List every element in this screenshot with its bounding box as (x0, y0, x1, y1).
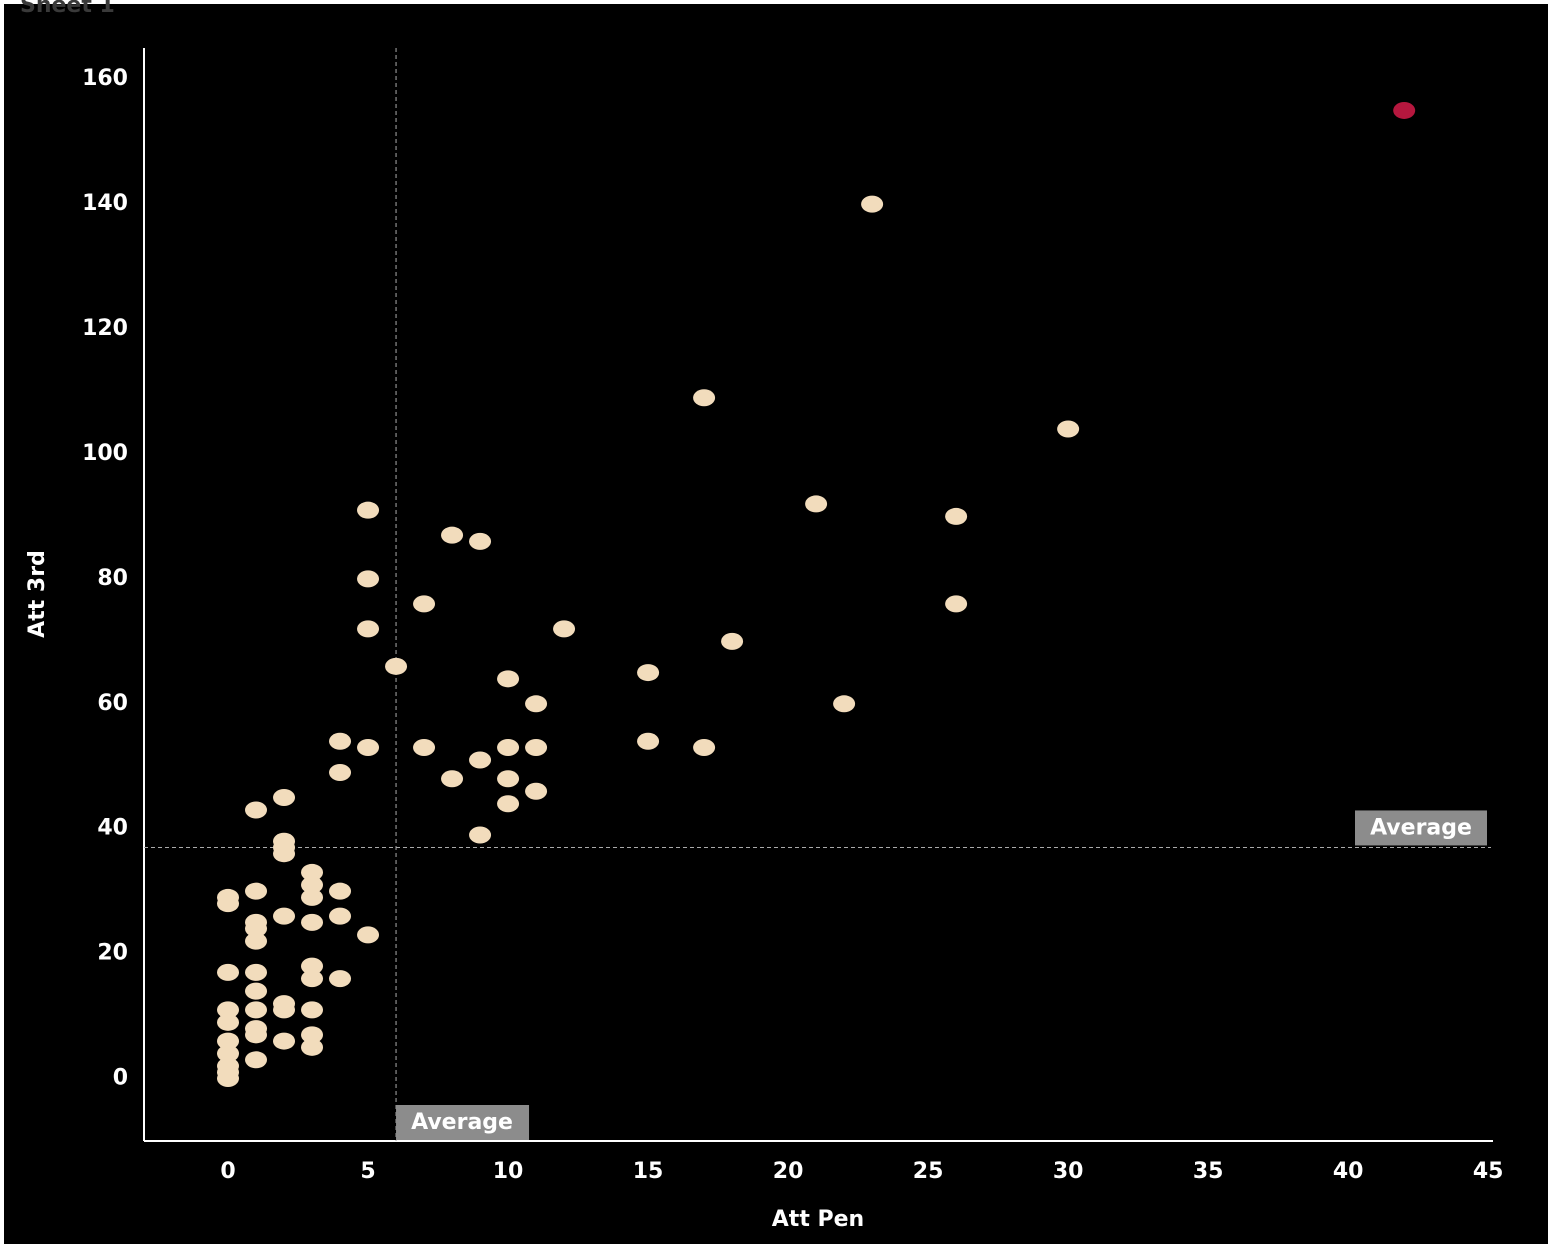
point (301, 1026, 324, 1044)
point (329, 882, 352, 900)
y-tick-label: 60 (97, 691, 128, 716)
point (301, 913, 324, 931)
point (469, 532, 492, 550)
x-tick-label: 40 (1333, 1159, 1364, 1184)
x-tick-label: 5 (360, 1159, 375, 1184)
point (357, 739, 380, 757)
point (693, 389, 716, 407)
point (945, 507, 968, 525)
point (217, 1013, 240, 1031)
x-tick-label: 35 (1193, 1159, 1224, 1184)
x-tick-label: 20 (773, 1159, 804, 1184)
point (1057, 420, 1080, 438)
point (301, 957, 324, 975)
point (245, 882, 268, 900)
reference-label: Average (1370, 815, 1472, 840)
point (245, 982, 268, 1000)
point (273, 1032, 296, 1050)
point (693, 739, 716, 757)
point (301, 863, 324, 881)
point (301, 1038, 324, 1056)
x-tick-label: 15 (633, 1159, 664, 1184)
point (245, 1001, 268, 1019)
point (385, 657, 408, 675)
point (441, 526, 464, 544)
point (357, 926, 380, 944)
reference-label-box (1355, 810, 1487, 846)
point (525, 782, 548, 800)
point (357, 501, 380, 519)
point (217, 1045, 240, 1063)
point (245, 932, 268, 950)
point (245, 801, 268, 819)
point (245, 1026, 268, 1044)
point (329, 764, 352, 782)
point (301, 970, 324, 988)
point (497, 670, 520, 688)
x-axis-label: Att Pen (772, 1207, 864, 1232)
point (273, 1001, 296, 1019)
point (721, 632, 744, 650)
point (497, 770, 520, 788)
y-tick-label: 20 (97, 941, 128, 966)
point (357, 570, 380, 588)
point (273, 845, 296, 863)
x-tick-label: 0 (220, 1159, 235, 1184)
point (217, 963, 240, 981)
point (301, 1001, 324, 1019)
point (805, 495, 828, 513)
x-tick-label: 45 (1473, 1159, 1504, 1184)
point (637, 732, 660, 750)
chart-title: Sheet 1 (20, 0, 115, 18)
point (413, 739, 436, 757)
point (441, 770, 464, 788)
point (357, 620, 380, 638)
x-tick-label: 30 (1053, 1159, 1084, 1184)
point (329, 970, 352, 988)
point (1393, 101, 1416, 119)
point (245, 920, 268, 938)
point (301, 876, 324, 894)
point (497, 795, 520, 813)
point (945, 595, 968, 613)
point (469, 751, 492, 769)
point (245, 1051, 268, 1069)
point (217, 895, 240, 913)
point (273, 788, 296, 806)
point (833, 695, 856, 713)
y-tick-label: 160 (82, 66, 128, 91)
point (497, 739, 520, 757)
y-tick-label: 100 (82, 441, 128, 466)
point (637, 664, 660, 682)
reference-label-box (396, 1105, 530, 1140)
y-tick-label: 120 (82, 316, 128, 341)
x-tick-label: 25 (913, 1159, 944, 1184)
y-tick-label: 40 (97, 816, 128, 841)
y-tick-label: 80 (97, 566, 128, 591)
point (301, 888, 324, 906)
y-axis-label: Att 3rd (25, 550, 50, 638)
point (217, 1032, 240, 1050)
point (217, 1001, 240, 1019)
point (553, 620, 576, 638)
point (273, 907, 296, 925)
point (525, 695, 548, 713)
y-tick-label: 0 (113, 1066, 128, 1091)
point (329, 732, 352, 750)
point (413, 595, 436, 613)
point (525, 739, 548, 757)
reference-label: Average (411, 1110, 513, 1135)
point (245, 963, 268, 981)
x-tick-label: 10 (493, 1159, 524, 1184)
point (469, 826, 492, 844)
point (861, 195, 884, 213)
y-tick-label: 140 (82, 191, 128, 216)
point (217, 1070, 240, 1088)
point (329, 907, 352, 925)
